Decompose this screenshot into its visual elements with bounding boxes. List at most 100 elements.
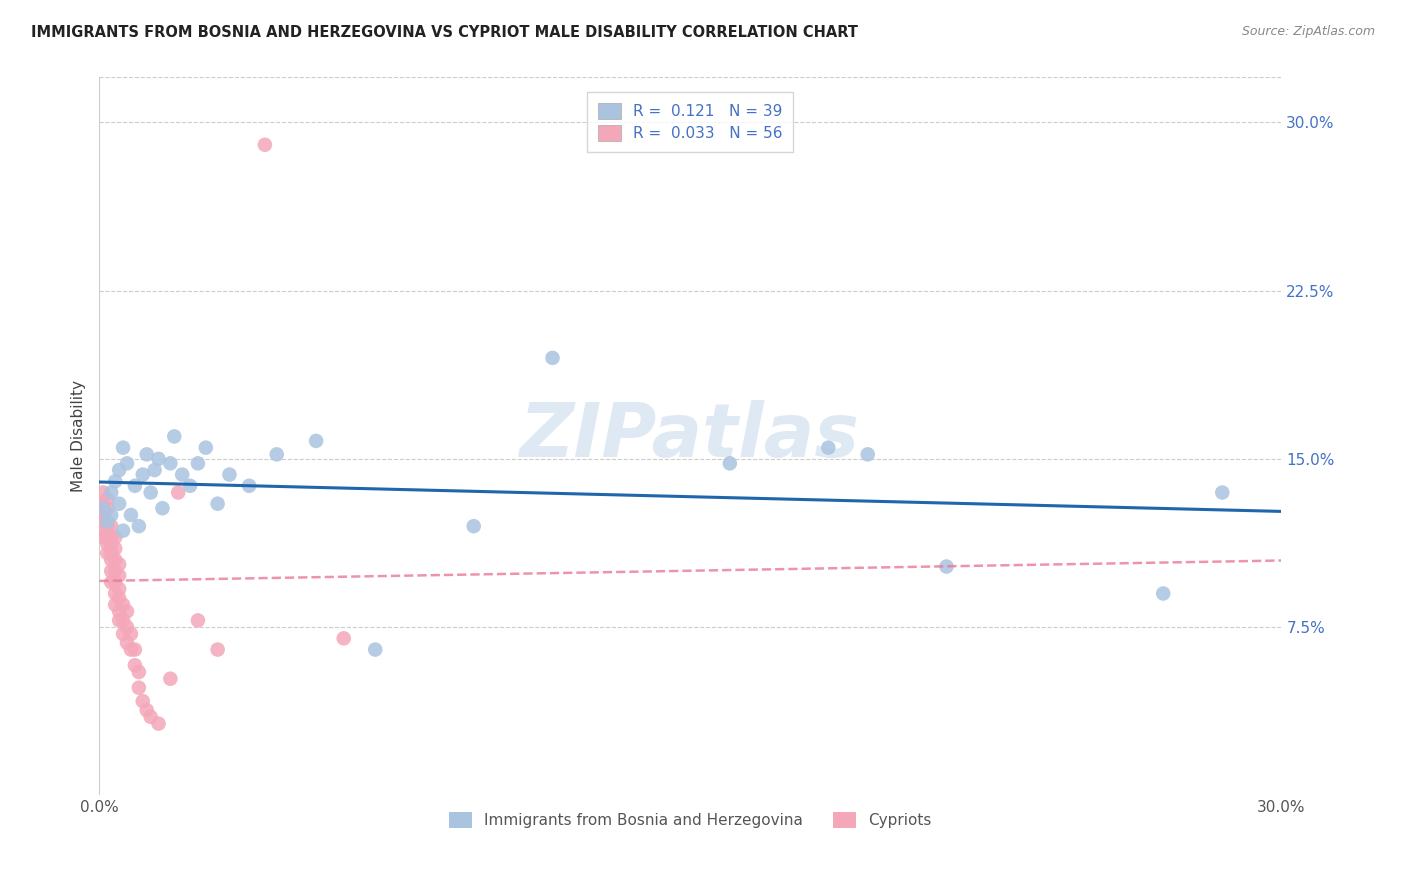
Point: [108, 497, 131, 511]
Point: [100, 575, 122, 590]
Point: [148, 716, 170, 731]
Point: [93, 501, 115, 516]
Point: [152, 501, 174, 516]
Point: [120, 508, 142, 522]
Point: [112, 524, 135, 538]
Point: [124, 658, 146, 673]
Point: [159, 456, 181, 470]
Point: [112, 598, 135, 612]
Point: [104, 530, 127, 544]
Point: [128, 519, 150, 533]
Point: [187, 614, 209, 628]
Point: [112, 441, 135, 455]
Point: [463, 519, 485, 533]
Point: [194, 441, 217, 455]
Point: [124, 642, 146, 657]
Point: [93, 508, 115, 522]
Point: [238, 479, 260, 493]
Point: [207, 642, 229, 657]
Point: [93, 524, 115, 538]
Point: [93, 497, 115, 511]
Point: [100, 564, 122, 578]
Point: [108, 463, 131, 477]
Point: [124, 479, 146, 493]
Point: [135, 447, 157, 461]
Point: [207, 497, 229, 511]
Point: [100, 537, 122, 551]
Point: [108, 558, 131, 572]
Point: [112, 627, 135, 641]
Point: [120, 642, 142, 657]
Point: [132, 467, 155, 482]
Text: ZIPatlas: ZIPatlas: [520, 400, 860, 473]
Point: [96, 537, 118, 551]
Point: [104, 541, 127, 556]
Point: [1152, 586, 1174, 600]
Point: [93, 515, 115, 529]
Point: [179, 479, 201, 493]
Text: IMMIGRANTS FROM BOSNIA AND HERZEGOVINA VS CYPRIOT MALE DISABILITY CORRELATION CH: IMMIGRANTS FROM BOSNIA AND HERZEGOVINA V…: [31, 25, 858, 40]
Point: [96, 501, 118, 516]
Point: [1211, 485, 1233, 500]
Point: [100, 485, 122, 500]
Point: [96, 546, 118, 560]
Point: [96, 515, 118, 529]
Point: [817, 441, 839, 455]
Point: [115, 636, 138, 650]
Point: [93, 530, 115, 544]
Point: [139, 710, 162, 724]
Point: [541, 351, 564, 365]
Point: [100, 508, 122, 522]
Point: [104, 553, 127, 567]
Point: [163, 429, 186, 443]
Point: [148, 451, 170, 466]
Text: Source: ZipAtlas.com: Source: ZipAtlas.com: [1241, 25, 1375, 38]
Point: [120, 627, 142, 641]
Point: [128, 681, 150, 695]
Point: [128, 665, 150, 679]
Point: [104, 586, 127, 600]
Point: [135, 703, 157, 717]
Point: [96, 492, 118, 507]
Point: [100, 546, 122, 560]
Y-axis label: Male Disability: Male Disability: [72, 380, 86, 492]
Point: [108, 591, 131, 605]
Point: [718, 456, 741, 470]
Point: [187, 456, 209, 470]
Point: [104, 564, 127, 578]
Point: [112, 614, 135, 628]
Point: [108, 568, 131, 582]
Point: [167, 485, 190, 500]
Point: [115, 456, 138, 470]
Point: [104, 475, 127, 489]
Point: [93, 485, 115, 500]
Point: [172, 467, 194, 482]
Point: [364, 642, 387, 657]
Point: [305, 434, 328, 448]
Point: [115, 620, 138, 634]
Point: [96, 515, 118, 529]
Point: [108, 604, 131, 618]
Point: [143, 463, 166, 477]
Point: [104, 575, 127, 590]
Point: [115, 604, 138, 618]
Point: [332, 632, 354, 646]
Point: [100, 519, 122, 533]
Point: [104, 598, 127, 612]
Point: [108, 582, 131, 596]
Point: [100, 553, 122, 567]
Point: [218, 467, 240, 482]
Point: [935, 559, 957, 574]
Point: [96, 519, 118, 533]
Point: [96, 530, 118, 544]
Point: [108, 614, 131, 628]
Point: [132, 694, 155, 708]
Legend: Immigrants from Bosnia and Herzegovina, Cypriots: Immigrants from Bosnia and Herzegovina, …: [443, 806, 938, 834]
Point: [266, 447, 288, 461]
Point: [253, 137, 276, 152]
Point: [100, 530, 122, 544]
Point: [159, 672, 181, 686]
Point: [856, 447, 879, 461]
Point: [139, 485, 162, 500]
Point: [93, 501, 115, 516]
